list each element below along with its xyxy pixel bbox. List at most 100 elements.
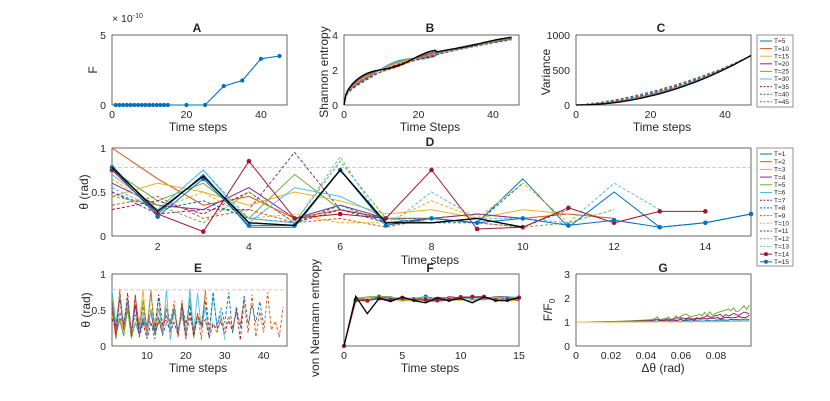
- panel-b-line-t-35: [343, 39, 512, 106]
- panel-d-xlabel: Time steps: [401, 253, 459, 267]
- panel-f-line-4: [343, 296, 520, 347]
- panel-b-ylabel: Shannon entropy: [317, 26, 331, 117]
- panel-d-line-t-5: [111, 169, 478, 224]
- panel-a-point: [132, 102, 137, 108]
- panel-e-xlabel: Time steps: [169, 361, 227, 375]
- panel-c-line-t-15: [575, 55, 752, 106]
- panel-b-line-t-25: [343, 37, 512, 106]
- legend-mid-label: T=4: [774, 174, 786, 181]
- panel-a-title: A: [193, 21, 202, 35]
- panel-c-line-t-30: [575, 55, 752, 106]
- legend-top-label: T=20: [774, 61, 789, 68]
- legend-mid-label: T=14: [774, 251, 789, 258]
- panel-d-line-t-14-point: [657, 209, 663, 214]
- panel-c-axes: [575, 34, 752, 106]
- legend-top-label: T=45: [774, 99, 789, 106]
- legend-top-label: T=40: [774, 91, 789, 98]
- panel-d-line-t-15-point: [748, 211, 754, 217]
- panel-a-point: [162, 102, 167, 108]
- panel-c-ytick-1000: 1000: [547, 30, 571, 42]
- panel-a: A × 10-10 0 5 0 20 40 Time steps F: [86, 13, 288, 134]
- panel-f-line-2: [343, 296, 520, 347]
- panel-f-xlabel: Time steps: [401, 361, 459, 375]
- panel-g-xtick-0.08: 0.08: [706, 350, 727, 362]
- panel-b-line-t-20: [343, 37, 512, 106]
- panel-d-line-t-15-point: [703, 220, 708, 226]
- panel-a-multiplier: × 10-10: [112, 13, 143, 25]
- legend-mid: T=1T=2T=3T=4T=5T=6T=7T=8T=9T=10T=11T=12T…: [756, 147, 794, 267]
- panel-b-line-t-5: [343, 38, 512, 106]
- panel-c-xtick-20: 20: [645, 109, 657, 121]
- panel-a-point: [147, 102, 152, 108]
- panel-g-data: [576, 304, 750, 323]
- panel-e-data: [111, 288, 287, 341]
- panel-d-ylabel: θ (rad): [77, 174, 91, 209]
- panel-a-point: [221, 84, 226, 89]
- panel-a-point: [258, 56, 264, 61]
- legend-mid-label: T=11: [774, 228, 789, 235]
- panel-d-xtick-10: 10: [517, 241, 529, 253]
- panel-e-line-8: [111, 289, 284, 340]
- panel-f: F 0 5 10 15 Time steps von Neumann entropy: [308, 259, 525, 377]
- panel-e-xtick-30: 30: [219, 350, 231, 362]
- panel-f-xtick-5: 5: [399, 350, 405, 362]
- panel-a-xtick-40: 40: [255, 109, 267, 121]
- panel-d-line-t-15-point: [611, 217, 617, 223]
- panel-a-point: [117, 102, 122, 108]
- legend-mid-box: [756, 147, 794, 267]
- panel-e-ytick-0: 0: [100, 341, 106, 353]
- panel-d: D 0 0.5 1 2 4 6 8 10 12 14 Time steps θ (rad): [77, 135, 754, 267]
- legend-mid-label: T=15: [774, 259, 789, 266]
- panel-c-ytick-0: 0: [564, 100, 570, 112]
- panel-b-axes: [343, 34, 520, 106]
- panel-a-point: [184, 102, 189, 108]
- panel-a-xtick-20: 20: [181, 109, 193, 121]
- panel-b-ytick-2: 2: [332, 65, 338, 77]
- panel-c-line-black: [576, 54, 752, 106]
- panel-b-data: [343, 36, 512, 106]
- panel-c-ylabel: Variance: [539, 48, 553, 95]
- panel-c-data: [575, 54, 752, 106]
- panel-e-xtick-40: 40: [258, 350, 270, 362]
- panel-d-line-t-14-point: [383, 216, 389, 221]
- panel-b: B 0 2 4 0 20 40 Time Steps Shannon entro…: [317, 21, 520, 134]
- panel-f-point: [470, 294, 475, 299]
- legend-top-label: T=30: [774, 76, 789, 83]
- panel-a-point: [128, 102, 133, 108]
- panel-c-xtick-40: 40: [719, 109, 731, 121]
- panel-a-point: [135, 102, 141, 108]
- legend-top-label: T=10: [774, 46, 789, 53]
- panel-a-ylabel: F: [86, 66, 100, 73]
- panel-e-xtick-10: 10: [141, 350, 153, 362]
- panel-d-xtick-4: 4: [246, 241, 252, 253]
- panel-g-xtick-0.06: 0.06: [671, 350, 692, 362]
- panel-b-line-t-15: [343, 37, 512, 106]
- panel-d-line-t-15-point: [429, 216, 434, 221]
- legend-mid-label: T=12: [774, 236, 789, 243]
- panel-d-xtick-12: 12: [608, 241, 620, 253]
- panel-e-ylabel: θ (rad): [79, 292, 93, 327]
- panel-d-line-t-14-point: [246, 158, 252, 164]
- panel-d-ytick-0: 0: [100, 231, 106, 243]
- panel-d-line-t-15-point: [155, 214, 160, 219]
- panel-c: C 0 500 1000 0 20 40 Time steps Variance: [539, 21, 752, 134]
- panel-b-xtick-0: 0: [341, 109, 347, 121]
- panel-e: E 0 0.5 1 10 20 30 40 Time steps θ (rad): [79, 261, 288, 375]
- panel-d-line-t-15-point: [657, 224, 663, 230]
- legend-mid-label: T=9: [774, 213, 786, 220]
- panel-a-point: [158, 102, 163, 108]
- panel-b-title: B: [426, 21, 435, 35]
- panel-d-ytick-1: 1: [100, 143, 106, 155]
- panel-c-ytick-500: 500: [552, 65, 570, 77]
- panel-f-point: [423, 297, 428, 302]
- panel-a-point: [202, 102, 208, 108]
- panel-f-xtick-10: 10: [455, 350, 467, 362]
- legend-top-label: T=25: [774, 69, 789, 76]
- legend-mid-label: T=3: [774, 167, 786, 174]
- panel-a-point: [240, 78, 245, 83]
- panel-e-ytick-1: 1: [100, 269, 106, 281]
- panel-b-xtick-40: 40: [487, 109, 499, 121]
- panel-a-point: [113, 102, 118, 108]
- panel-f-xtick-0: 0: [341, 350, 347, 362]
